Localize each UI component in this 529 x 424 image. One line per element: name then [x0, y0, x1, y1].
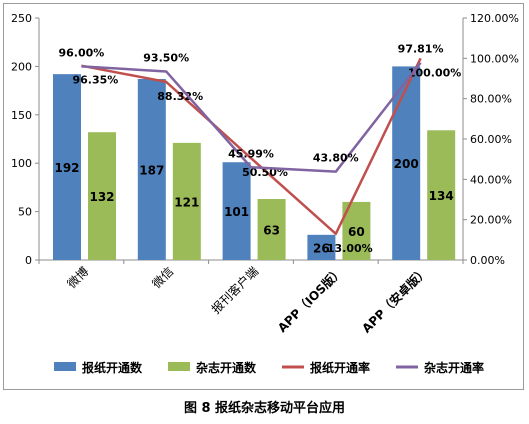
y-tick-label: 50 — [18, 206, 32, 219]
legend-label: 报纸开通率 — [310, 360, 370, 375]
figure-caption: 图 8 报纸杂志移动平台应用 — [183, 401, 346, 416]
y-tick-label: 200 — [11, 60, 32, 73]
bar-value-label: 63 — [263, 224, 280, 238]
line-data-label: 45.99% — [228, 147, 274, 160]
x-tick-label: 微信 — [149, 264, 176, 291]
bar-value-label: 132 — [89, 190, 114, 204]
bar — [392, 66, 421, 261]
bar-value-label: 121 — [174, 195, 199, 209]
bar-value-label: 26 — [313, 241, 330, 255]
bar-value-label: 187 — [139, 163, 164, 177]
series-line — [81, 57, 422, 236]
legend-label: 报纸开通数 — [82, 360, 143, 375]
y-tick-label: 150 — [11, 109, 32, 122]
bar-value-label: 192 — [54, 161, 79, 175]
line-data-label: 13.00% — [327, 242, 373, 255]
y2-tick-label: 40.00% — [470, 173, 512, 186]
bar-value-label: 134 — [429, 189, 454, 203]
y2-tick-label: 100.00% — [470, 52, 519, 65]
bar-value-label: 60 — [348, 225, 365, 239]
y2-tick-label: 120.00% — [470, 12, 519, 25]
y2-tick-label: 0.00% — [470, 254, 505, 267]
x-tick-label: APP（IOS版） — [274, 264, 346, 336]
bar — [172, 142, 201, 260]
bar — [257, 199, 286, 260]
bar-value-label: 200 — [394, 157, 419, 171]
y2-tick-label: 60.00% — [470, 133, 512, 146]
line-data-label: 43.80% — [313, 152, 359, 165]
y-tick-label: 0 — [25, 254, 32, 267]
series-line — [81, 61, 422, 173]
bar — [53, 74, 81, 260]
line-data-label: 96.35% — [72, 74, 118, 87]
bar — [137, 78, 166, 260]
y2-tick-label: 20.00% — [470, 214, 512, 227]
chart-frame: 0 50 100 150 200 250 0.00% 20.00% 40.00% 60.00% 80… — [3, 3, 524, 390]
bar — [222, 162, 251, 260]
combo-chart: 0 50 100 150 200 250 0.00% 20.00% 40.00% 60.00% 80… — [11, 12, 519, 375]
legend-swatch — [54, 362, 76, 371]
line-data-label: 97.81% — [398, 43, 444, 56]
y2-tick-label: 80.00% — [470, 93, 512, 106]
x-tick-label: 微博 — [64, 264, 92, 292]
line-data-label: 93.50% — [143, 51, 189, 64]
legend-swatch — [168, 362, 190, 371]
bar-value-label: 101 — [224, 205, 249, 219]
line-data-label: 100.00% — [408, 66, 461, 79]
bar — [88, 132, 116, 260]
y-tick-label: 100 — [11, 157, 32, 170]
bar — [307, 234, 336, 260]
legend-label: 杂志开通数 — [196, 360, 257, 375]
line-data-label: 96.00% — [58, 46, 104, 59]
line-data-label: 88.32% — [157, 90, 203, 103]
legend-label: 杂志开通率 — [424, 360, 484, 375]
x-tick-label: 报刊客户端 — [208, 264, 261, 317]
y-tick-label: 250 — [11, 12, 32, 25]
bar — [427, 130, 456, 260]
x-tick-label: APP（安卓版） — [359, 264, 431, 336]
